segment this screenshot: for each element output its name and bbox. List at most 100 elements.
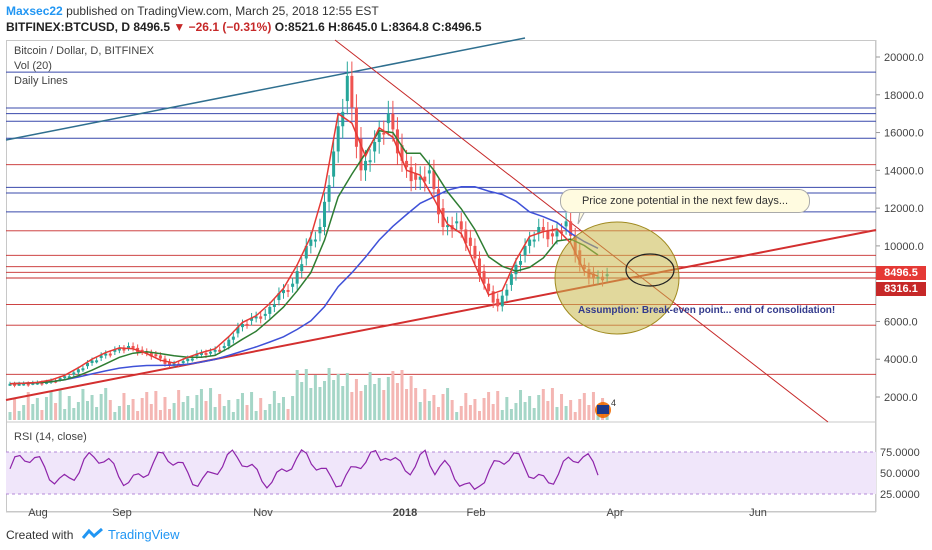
volume-bar bbox=[291, 396, 295, 420]
price-zone-callout[interactable]: Price zone potential in the next few day… bbox=[560, 189, 810, 213]
candle-body bbox=[441, 208, 445, 227]
volume-indicator-label[interactable]: Vol (20) bbox=[14, 60, 52, 72]
candle-body bbox=[259, 316, 263, 319]
volume-bar bbox=[195, 395, 199, 420]
price-zone-ellipse[interactable] bbox=[554, 221, 680, 335]
volume-bar bbox=[450, 400, 454, 420]
volume-bar bbox=[564, 406, 568, 420]
down-arrow-icon: ▼ bbox=[173, 20, 186, 34]
volume-bar bbox=[44, 397, 48, 420]
volume-bar bbox=[327, 368, 331, 420]
svg-text:4: 4 bbox=[611, 398, 616, 408]
volume-bar bbox=[104, 388, 108, 420]
candle-body bbox=[76, 369, 80, 373]
candle-body bbox=[345, 75, 349, 102]
candle-body bbox=[532, 239, 536, 242]
candle-body bbox=[168, 361, 172, 365]
volume-bar bbox=[204, 401, 208, 420]
price-axis-label: 20000.0 bbox=[884, 52, 924, 64]
descending-trend-line[interactable] bbox=[334, 39, 829, 423]
candle-body bbox=[354, 107, 358, 147]
candle-body bbox=[40, 382, 44, 385]
price-axis: 20000.0 18000.0 16000.0 14000.0 12000.0 10000… bbox=[876, 52, 924, 404]
volume-bar bbox=[382, 390, 386, 420]
volume-bar bbox=[418, 402, 422, 420]
candle-body bbox=[519, 261, 523, 265]
volume-bar bbox=[8, 412, 12, 420]
price-axis-label: 16000.0 bbox=[884, 128, 924, 140]
price-change: −26.1 (−0.31%) bbox=[188, 20, 272, 34]
candle-body bbox=[300, 264, 304, 272]
candle-body bbox=[218, 349, 222, 352]
daily-lines-label[interactable]: Daily Lines bbox=[14, 75, 68, 87]
candle-body bbox=[491, 291, 495, 303]
volume-bar bbox=[309, 388, 313, 420]
candle-body bbox=[391, 113, 395, 130]
candle-body bbox=[154, 354, 158, 357]
volume-bar bbox=[117, 406, 121, 420]
ascending-support-line[interactable] bbox=[5, 229, 877, 401]
candle-body bbox=[459, 221, 463, 230]
candle-body bbox=[240, 323, 244, 328]
volume-bar bbox=[154, 391, 158, 420]
candle-body bbox=[13, 383, 17, 386]
candle-body bbox=[145, 351, 149, 354]
candle-body bbox=[117, 348, 121, 351]
volume-bar bbox=[582, 393, 586, 420]
time-axis: Aug Sep Nov 2018 Feb Apr Jun bbox=[28, 507, 767, 519]
volume-bar bbox=[436, 407, 440, 420]
candle-body bbox=[414, 173, 418, 180]
volume-bar bbox=[482, 398, 486, 420]
volume-bar bbox=[477, 411, 481, 420]
candle-body bbox=[8, 383, 12, 386]
candle-body bbox=[26, 383, 30, 386]
rsi-indicator-label[interactable]: RSI (14, close) bbox=[14, 431, 87, 443]
volume-bar bbox=[158, 410, 162, 420]
candle-body bbox=[332, 151, 336, 177]
upper-trend-line[interactable] bbox=[5, 37, 526, 141]
horizontal-levels bbox=[6, 71, 876, 375]
volume-bar bbox=[145, 392, 149, 420]
candle-body bbox=[181, 361, 185, 364]
volume-bars bbox=[8, 368, 609, 420]
volume-bar bbox=[573, 412, 577, 420]
candle-body bbox=[131, 346, 135, 348]
candle-body bbox=[304, 245, 308, 259]
volume-bar bbox=[368, 372, 372, 420]
candle-body bbox=[313, 239, 317, 242]
author-link[interactable]: Maxsec22 bbox=[6, 4, 63, 18]
candle-body bbox=[204, 352, 208, 355]
header: Maxsec22 published on TradingView.com, M… bbox=[0, 0, 932, 40]
volume-bar bbox=[569, 400, 573, 420]
created-with-label: Created with bbox=[6, 528, 74, 542]
volume-bar bbox=[500, 410, 504, 420]
candle-body bbox=[127, 346, 131, 348]
candle-body bbox=[236, 327, 240, 334]
volume-bar bbox=[227, 400, 231, 420]
volume-bar bbox=[405, 389, 409, 420]
symbol-name: BITFINEX:BTCUSD, D bbox=[6, 20, 130, 34]
volume-bar bbox=[76, 402, 80, 420]
volume-bar bbox=[22, 405, 26, 420]
candle-body bbox=[149, 352, 153, 357]
volume-bar bbox=[505, 397, 509, 420]
volume-bar bbox=[496, 391, 500, 420]
tradingview-brand-link[interactable]: TradingView bbox=[108, 527, 180, 542]
symbol-info: BITFINEX:BTCUSD, D 8496.5 ▼ −26.1 (−0.31… bbox=[6, 20, 482, 34]
breakeven-circle[interactable] bbox=[625, 253, 675, 287]
candle-body bbox=[477, 258, 481, 276]
volume-bar bbox=[213, 407, 217, 420]
assumption-note[interactable]: Assumption: Break-even point... end of c… bbox=[578, 305, 836, 316]
candle-body bbox=[104, 353, 108, 356]
candle-body bbox=[550, 233, 554, 237]
volume-bar bbox=[332, 380, 336, 420]
volume-bar bbox=[423, 389, 427, 420]
volume-bar bbox=[323, 381, 327, 420]
flag-icon[interactable]: 4 bbox=[595, 398, 616, 418]
volume-bar bbox=[177, 390, 181, 420]
volume-bar bbox=[514, 403, 518, 420]
candle-body bbox=[199, 352, 203, 355]
volume-bar bbox=[231, 412, 235, 420]
volume-bar bbox=[236, 399, 240, 420]
